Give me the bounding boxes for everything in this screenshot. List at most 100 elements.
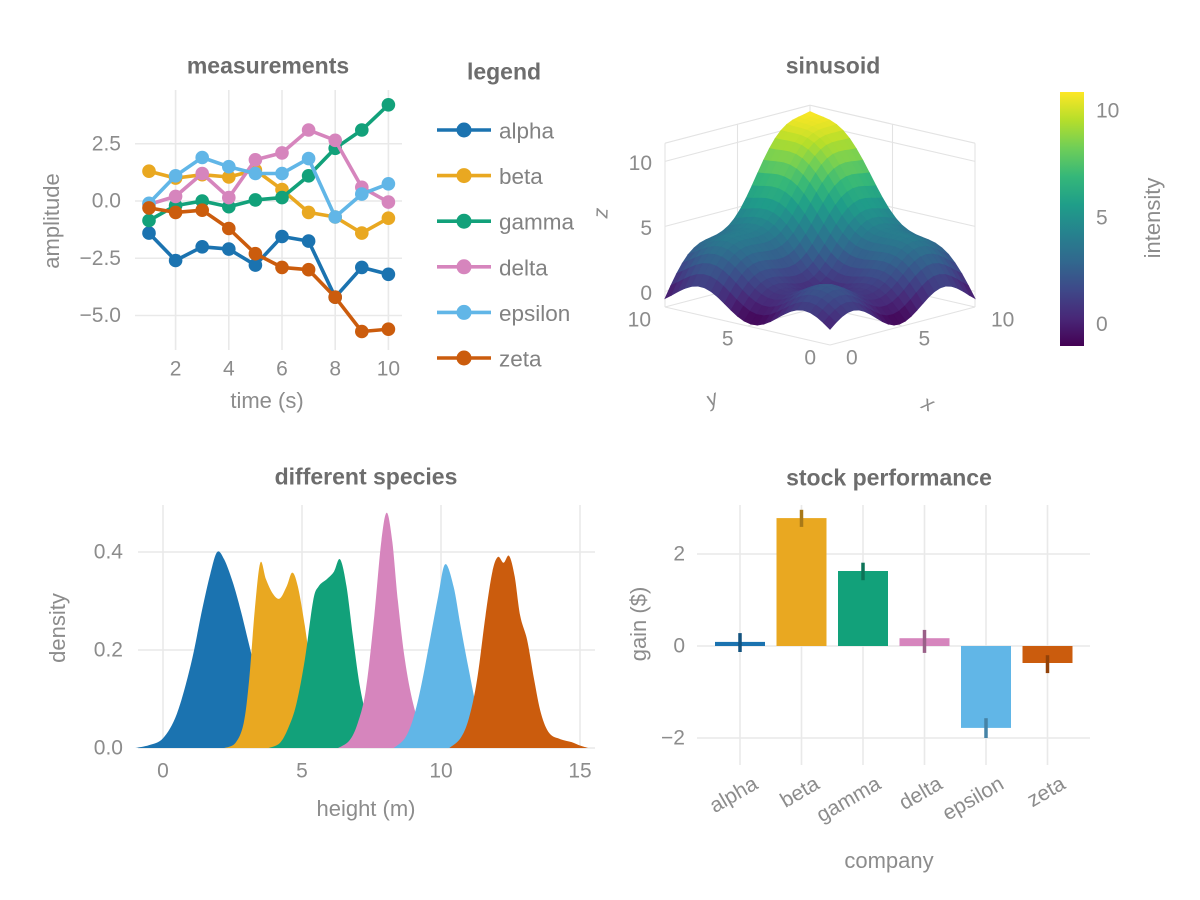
tick-label: 0: [673, 635, 685, 658]
marker-epsilon: [328, 210, 343, 224]
marker-zeta: [275, 260, 289, 275]
marker-gamma: [248, 193, 263, 207]
time-axis-label: time (s): [230, 388, 304, 413]
sinusoid-ticks: 0 5 10 0 5 10 0 5 10: [628, 152, 1015, 370]
marker-epsilon: [381, 177, 396, 191]
legend-entry-zeta: zeta: [437, 347, 542, 372]
legend-label-alpha: alpha: [499, 119, 555, 144]
marker-beta: [222, 170, 236, 184]
tick-label: 0.2: [94, 639, 123, 662]
surface-mesh: [664, 111, 976, 330]
category-label-epsilon: epsilon: [939, 772, 1008, 825]
sinusoid-title: sinusoid: [785, 52, 881, 79]
tick-label: 0.4: [94, 541, 124, 564]
tick-label: 6: [276, 358, 288, 381]
legend-marker-epsilon: [456, 304, 472, 320]
marker-epsilon: [222, 159, 236, 174]
legend-title: legend: [466, 58, 542, 85]
tick-label: 4: [223, 358, 235, 381]
tick-label: 0.0: [92, 190, 121, 213]
marker-alpha: [301, 234, 316, 248]
tick-label: 10: [377, 358, 400, 381]
tick-label: 5: [1096, 206, 1108, 229]
stock-grid: [697, 505, 1090, 765]
legend-entry-beta: beta: [437, 164, 543, 189]
legend-marker-alpha: [456, 122, 472, 138]
legend-marker-gamma: [456, 213, 472, 229]
legend-marker-beta: [456, 168, 472, 184]
tick-label: 0: [846, 347, 858, 370]
tick-label: 0: [1096, 313, 1108, 336]
marker-beta: [355, 226, 369, 240]
category-label-alpha: alpha: [706, 772, 762, 818]
marker-delta: [195, 166, 209, 181]
gain-axis-label: gain ($): [626, 586, 651, 662]
tick-label: −5.0: [80, 304, 121, 327]
marker-delta: [168, 189, 183, 204]
measurements-ticks: 2 4 6 8 10 2.5 0.0 −2.5 −5.0: [80, 132, 401, 380]
series-line-delta: [148, 128, 390, 207]
series-epsilon: [142, 150, 396, 224]
tick-label: 2.5: [92, 132, 121, 155]
tick-label: 10: [429, 760, 452, 783]
legend-entry-alpha: alpha: [437, 119, 555, 144]
tick-label: 2: [673, 543, 685, 566]
company-axis-label: company: [844, 848, 934, 873]
tick-label: 10: [1096, 100, 1119, 123]
marker-zeta: [142, 201, 156, 215]
marker-gamma: [275, 190, 289, 205]
tick-label: 10: [991, 309, 1014, 332]
marker-zeta: [248, 246, 263, 261]
marker-gamma: [355, 123, 369, 137]
bar-beta: [776, 518, 827, 646]
legend: alpha beta gamma delta epsilon zeta: [437, 119, 575, 372]
legend-marker-zeta: [456, 350, 472, 366]
stock-title: stock performance: [786, 464, 992, 491]
tick-label: 0: [157, 760, 169, 783]
marker-alpha: [275, 229, 289, 244]
colorbar: 0 5 10: [1060, 92, 1119, 346]
density-area-gamma: [268, 559, 386, 748]
marker-delta: [222, 190, 236, 205]
tick-label: −2: [661, 727, 685, 750]
marker-alpha: [222, 242, 236, 256]
marker-alpha: [355, 260, 369, 275]
category-label-delta: delta: [895, 772, 946, 815]
tick-label: 5: [722, 328, 734, 351]
series-line-epsilon: [147, 155, 390, 219]
tick-label: 15: [568, 760, 591, 783]
marker-alpha: [142, 226, 156, 240]
colorbar-gradient: [1060, 92, 1084, 346]
marker-zeta: [195, 203, 209, 217]
marker-epsilon: [168, 169, 183, 183]
bar-zeta: [1022, 646, 1073, 663]
marker-epsilon: [195, 150, 209, 165]
z3d-axis-label: z: [589, 207, 613, 219]
marker-delta: [328, 133, 343, 148]
sinusoid-chart: 0 5 10 0 5 10 0 5 10 0 5 10: [628, 92, 1119, 370]
marker-beta: [381, 211, 396, 225]
density-axis-label: density: [45, 593, 70, 663]
marker-zeta: [301, 262, 316, 277]
measurements-chart: 2 4 6 8 10 2.5 0.0 −2.5 −5.0 alpha beta gamma delta e…: [80, 90, 575, 381]
marker-zeta: [381, 322, 396, 337]
tick-label: −2.5: [80, 247, 121, 270]
amplitude-axis-label: amplitude: [39, 173, 64, 269]
legend-marker-delta: [456, 259, 472, 275]
marker-zeta: [168, 205, 183, 220]
marker-epsilon: [248, 166, 263, 181]
marker-gamma: [142, 213, 156, 228]
category-label-gamma: gamma: [813, 772, 885, 827]
marker-alpha: [168, 253, 183, 268]
marker-gamma: [301, 169, 316, 183]
series-gamma: [142, 98, 396, 228]
series-line-zeta: [148, 206, 389, 334]
legend-label-delta: delta: [499, 255, 548, 280]
bar-epsilon: [961, 646, 1011, 728]
marker-alpha: [381, 267, 396, 282]
species-ticks: 0 5 10 15 0.0 0.2 0.4: [94, 541, 592, 783]
series-line-beta: [148, 168, 390, 235]
marker-epsilon: [301, 151, 316, 166]
